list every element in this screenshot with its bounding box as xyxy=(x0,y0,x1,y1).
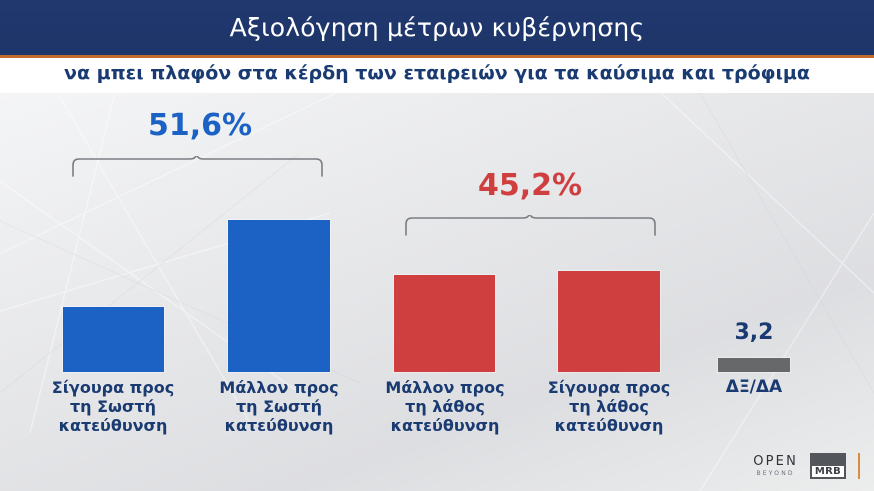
group-percentage-wrong-direction: 45,2% xyxy=(477,168,583,203)
bar-label-3: Μάλλον προς τη λάθος κατεύθυνση xyxy=(355,378,535,435)
bracket-wrong-direction xyxy=(405,215,656,236)
logo-divider xyxy=(858,453,860,479)
bar-label-4: Σίγουρα προς τη λάθος κατεύθυνση xyxy=(519,378,699,435)
bar-label-1-line1: Σίγουρα προς xyxy=(51,378,175,397)
bracket-right-direction xyxy=(72,156,323,177)
bar-label-2-line2: τη Σωστή xyxy=(235,397,323,416)
bar-label-4-line1: Σίγουρα προς xyxy=(547,378,671,397)
mrb-logo-text: MRB xyxy=(811,466,845,477)
bar-label-2-line3: κατεύθυνση xyxy=(224,416,334,435)
chart-area: 51,6% 45,2% 15,3 Σίγουρα προς τη Σωστή κ… xyxy=(0,93,874,491)
bar-3-mallon-lathos xyxy=(394,275,495,372)
bar-label-5-line1: ΔΞ/ΔΑ xyxy=(725,377,783,397)
bar-4-sigoura-lathos xyxy=(558,271,660,372)
bar-label-5: ΔΞ/ΔΑ xyxy=(684,378,824,397)
bar-label-4-line2: τη λάθος xyxy=(569,397,649,416)
open-logo-text: OPEN xyxy=(753,454,798,469)
subtitle-band xyxy=(0,58,874,93)
bar-label-2-line1: Μάλλον προς xyxy=(219,378,339,397)
bar-label-2: Μάλλον προς τη Σωστή κατεύθυνση xyxy=(189,378,369,435)
bar-label-4-line3: κατεύθυνση xyxy=(554,416,664,435)
page-subtitle: να μπει πλαφόν στα κέρδη των εταιρειών γ… xyxy=(64,62,810,84)
bar-label-3-line3: κατεύθυνση xyxy=(390,416,500,435)
bar-value-label-5: 3,2 xyxy=(734,320,774,345)
header-band xyxy=(0,0,874,55)
bar-label-1-line3: κατεύθυνση xyxy=(58,416,168,435)
footer-logos: OPEN BEYOND MRB xyxy=(753,453,860,479)
bar-5-dk-na xyxy=(718,358,790,372)
header-accent-rule xyxy=(0,55,874,58)
bar-label-3-line1: Μάλλον προς xyxy=(385,378,505,397)
bar-1-sigoura-sosti xyxy=(63,307,164,372)
bar-label-3-line2: τη λάθος xyxy=(405,397,485,416)
beyond-logo-text: BEYOND xyxy=(756,470,795,477)
group-percentage-right-direction: 51,6% xyxy=(147,108,253,143)
open-beyond-logo: OPEN BEYOND xyxy=(753,455,798,477)
page-title: Αξιολόγηση μέτρων κυβέρνησης xyxy=(229,13,645,42)
mrb-logo: MRB xyxy=(810,453,846,479)
bar-label-1: Σίγουρα προς τη Σωστή κατεύθυνση xyxy=(23,378,203,435)
bar-2-mallon-sosti xyxy=(228,220,330,372)
bar-label-1-line2: τη Σωστή xyxy=(69,397,157,416)
